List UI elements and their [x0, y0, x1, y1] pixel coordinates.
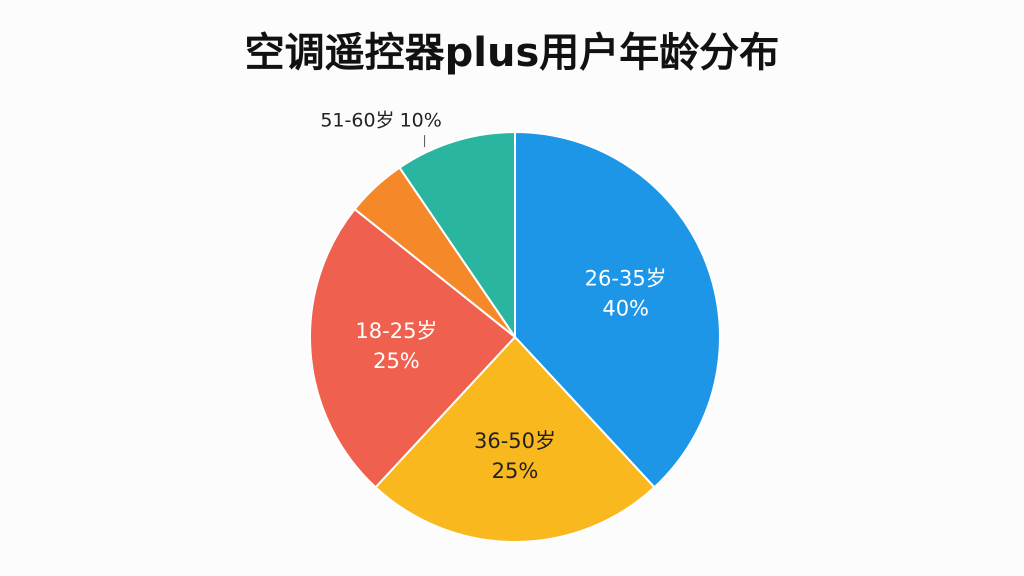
- value-label: 25%: [373, 349, 420, 373]
- chart-title: 空调遥控器plus用户年龄分布: [245, 30, 780, 76]
- slice-label: 36-50岁: [474, 429, 556, 453]
- value-label: 40%: [602, 297, 649, 321]
- value-label: 10%: [400, 110, 442, 132]
- slice-label: 18-25岁: [355, 319, 437, 343]
- slice-label: 26-35岁: [585, 267, 667, 291]
- value-label: 25%: [492, 459, 539, 483]
- slice-label: 51-60岁: [320, 110, 394, 132]
- pie-slice: [374, 335, 656, 543]
- pie-slice: [309, 207, 517, 489]
- pie-slice: [398, 130, 516, 341]
- pie-slice: [514, 130, 721, 489]
